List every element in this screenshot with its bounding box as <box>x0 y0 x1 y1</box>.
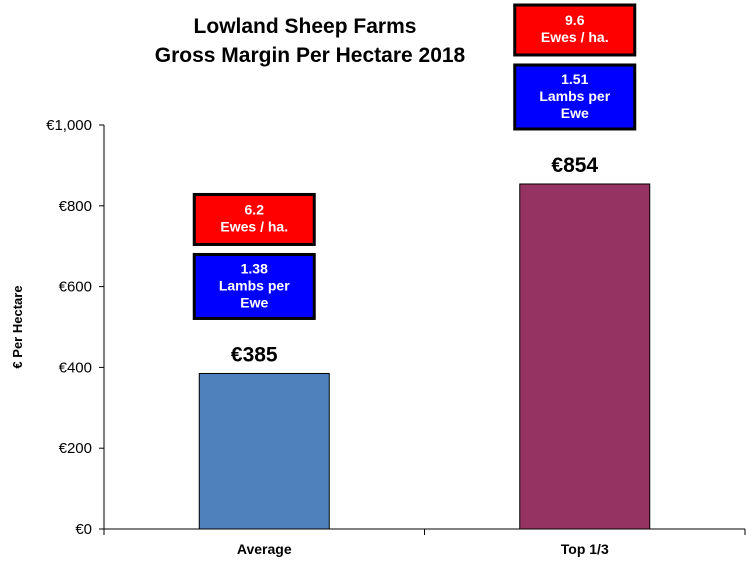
chart-title-line-1: Lowland Sheep Farms <box>194 15 417 38</box>
lambs-per-ewe-text: Ewe <box>561 105 589 121</box>
y-axis-label: € Per Hectare <box>10 285 25 368</box>
lambs-per-ewe-text: Ewe <box>240 294 268 310</box>
lambs-per-ewe-text: Lambs per <box>219 277 290 293</box>
y-tick-label: €200 <box>59 440 92 457</box>
lambs-per-ewe-text: 1.51 <box>561 71 588 87</box>
ewes-per-ha-text: 6.2 <box>245 201 265 217</box>
lambs-per-ewe-text: Lambs per <box>539 88 610 104</box>
plot-area: €0€200€400€600€800€1,000Average€3856.2Ew… <box>46 3 746 557</box>
bar-value-label: €854 <box>551 154 598 177</box>
x-category-label: Top 1/3 <box>561 541 609 557</box>
lambs-per-ewe-text: 1.38 <box>241 260 268 276</box>
y-tick-label: €1,000 <box>46 117 92 134</box>
ewes-per-ha-text: Ewes / ha. <box>220 218 288 234</box>
chart-title-line-2: Gross Margin Per Hectare 2018 <box>155 44 466 67</box>
ewes-per-ha-text: 9.6 <box>565 12 585 28</box>
x-category-label: Average <box>237 541 292 557</box>
y-tick-label: €600 <box>59 279 92 296</box>
ewes-per-ha-box <box>192 192 316 246</box>
y-tick-label: €800 <box>59 198 92 215</box>
ewes-per-ha-text: Ewes / ha. <box>541 29 609 45</box>
bar-2 <box>519 183 651 530</box>
lambs-per-ewe-box <box>513 63 637 131</box>
y-tick-label: €0 <box>75 521 92 538</box>
ewes-per-ha-box <box>513 3 637 57</box>
bar-value-label: €385 <box>231 343 278 366</box>
y-tick-label: €400 <box>59 359 92 376</box>
lambs-per-ewe-box <box>192 252 316 320</box>
bar-1 <box>198 372 330 530</box>
